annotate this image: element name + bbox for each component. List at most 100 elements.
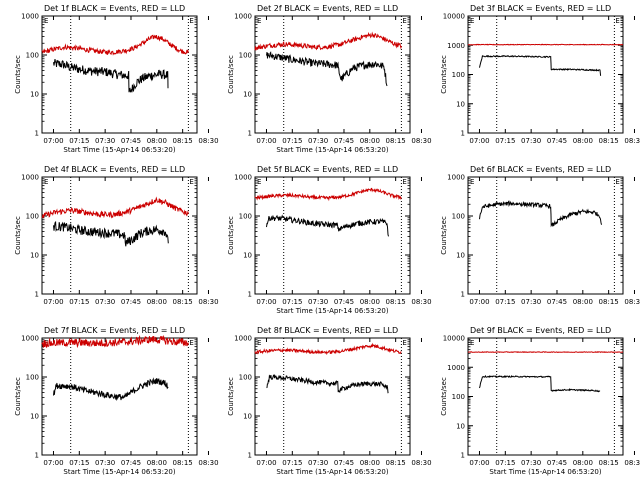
x-tick-label: 07:15 (69, 459, 89, 467)
chart-title: Det 4f BLACK = Events, RED = LLD (44, 165, 185, 174)
x-tick-label: 08:15 (173, 137, 193, 145)
event-marker-label: E (470, 178, 474, 186)
y-tick-label: 10 (243, 252, 252, 260)
series-lld-line (254, 342, 402, 356)
series-events-line (266, 214, 389, 237)
event-marker-label: E (615, 339, 619, 347)
plot-frame (467, 15, 624, 134)
y-tick-label: 10 (243, 91, 252, 99)
series-lld-line (467, 351, 623, 354)
y-axis-label: Counts/sec (14, 55, 22, 94)
x-tick-label: 08:30 (624, 298, 640, 306)
series-lld-line (41, 334, 189, 349)
x-tick-label: 08:15 (599, 298, 619, 306)
event-marker-label: E (470, 339, 474, 347)
y-tick-label: 1000 (447, 364, 465, 372)
x-tick-label: 07:15 (495, 137, 515, 145)
y-tick-label: 1000 (447, 174, 465, 182)
y-axis-label: Counts/sec (227, 216, 235, 255)
y-tick-label: 10000 (443, 335, 465, 343)
x-tick-label: 07:00 (43, 298, 63, 306)
y-tick-label: 1000 (234, 174, 252, 182)
x-tick-label: 07:15 (282, 137, 302, 145)
x-tick-label: 08:15 (599, 137, 619, 145)
x-tick-label: 08:00 (147, 298, 167, 306)
series-lld-line (254, 31, 402, 51)
y-tick-label: 1 (35, 130, 39, 138)
y-tick-label: 1 (248, 130, 252, 138)
x-tick-label: 08:00 (147, 137, 167, 145)
series-lld-line (41, 34, 189, 56)
x-tick-label: 08:30 (411, 137, 431, 145)
x-tick-label: 08:30 (624, 137, 640, 145)
y-tick-label: 1000 (234, 335, 252, 343)
x-tick-label: 08:15 (386, 137, 406, 145)
x-tick-label: 07:00 (43, 459, 63, 467)
y-tick-label: 100 (452, 213, 465, 221)
x-tick-label: 07:45 (121, 137, 141, 145)
event-marker-label: E (257, 339, 261, 347)
x-tick-label: 08:30 (198, 137, 218, 145)
x-tick-label: 08:30 (624, 459, 640, 467)
y-axis-label: Counts/sec (440, 216, 448, 255)
series-events-line (53, 59, 169, 93)
x-tick-label: 08:30 (198, 459, 218, 467)
y-tick-label: 100 (26, 374, 39, 382)
y-axis-label: Counts/sec (14, 377, 22, 416)
chart-title: Det 9f BLACK = Events, RED = LLD (470, 326, 611, 335)
chart-panel-7: Det 7f BLACK = Events, RED = LLD 1 10 100 10… (14, 326, 219, 476)
y-tick-label: 10 (456, 422, 465, 430)
event-marker-label: E (402, 17, 406, 25)
chart-title: Det 6f BLACK = Events, RED = LLD (470, 165, 611, 174)
y-tick-label: 100 (26, 213, 39, 221)
y-tick-label: 10 (456, 100, 465, 108)
series-events-line (53, 220, 169, 247)
x-tick-label: 07:00 (256, 298, 276, 306)
x-axis-label: Start Time (15-Apr-14 06:53:20) (276, 146, 388, 154)
plot-frame (254, 176, 411, 295)
x-tick-label: 07:45 (547, 137, 567, 145)
x-tick-label: 07:45 (547, 298, 567, 306)
x-tick-label: 07:15 (495, 459, 515, 467)
x-tick-label: 08:15 (386, 459, 406, 467)
y-tick-label: 100 (239, 374, 252, 382)
x-tick-label: 07:30 (95, 459, 115, 467)
x-axis-label: Start Time (15-Apr-14 06:53:20) (276, 307, 388, 315)
y-tick-label: 10 (30, 413, 39, 421)
x-tick-label: 08:00 (360, 137, 380, 145)
chart-title: Det 5f BLACK = Events, RED = LLD (257, 165, 398, 174)
y-tick-label: 100 (239, 213, 252, 221)
plot-frame (254, 15, 411, 134)
chart-title: Det 7f BLACK = Events, RED = LLD (44, 326, 185, 335)
x-tick-label: 08:15 (173, 298, 193, 306)
series-events-line (53, 377, 169, 402)
series-lld-line (254, 187, 402, 202)
y-tick-label: 1 (461, 452, 465, 460)
x-axis-label: Start Time (15-Apr-14 06:53:20) (276, 468, 388, 476)
x-tick-label: 07:30 (95, 298, 115, 306)
y-tick-label: 10000 (443, 13, 465, 21)
x-tick-label: 07:00 (469, 459, 489, 467)
y-axis-label: Counts/sec (14, 216, 22, 255)
y-axis-label: Counts/sec (227, 377, 235, 416)
x-tick-label: 07:00 (469, 298, 489, 306)
chart-panel-2: Det 2f BLACK = Events, RED = LLD 1 10 100 10… (227, 4, 432, 154)
x-tick-label: 08:15 (386, 298, 406, 306)
x-axis-label: Start Time (15-Apr-14 06:53:20) (489, 468, 601, 476)
chart-panel-3: Det 3f BLACK = Events, RED = LLD 1 10 100 10… (440, 4, 640, 145)
x-tick-label: 07:45 (121, 298, 141, 306)
x-tick-label: 08:00 (573, 298, 593, 306)
y-tick-label: 1 (35, 452, 39, 460)
y-tick-label: 10 (243, 413, 252, 421)
event-marker-label: E (189, 17, 193, 25)
x-tick-label: 07:15 (69, 298, 89, 306)
y-tick-label: 1000 (21, 13, 39, 21)
x-tick-label: 08:30 (411, 298, 431, 306)
x-tick-label: 08:30 (198, 298, 218, 306)
series-events-line (479, 54, 602, 76)
x-tick-label: 08:00 (147, 459, 167, 467)
x-tick-label: 07:15 (69, 137, 89, 145)
plot-frame (467, 176, 624, 295)
chart-panel-9: Det 9f BLACK = Events, RED = LLD 1 10 100 10… (440, 326, 640, 476)
